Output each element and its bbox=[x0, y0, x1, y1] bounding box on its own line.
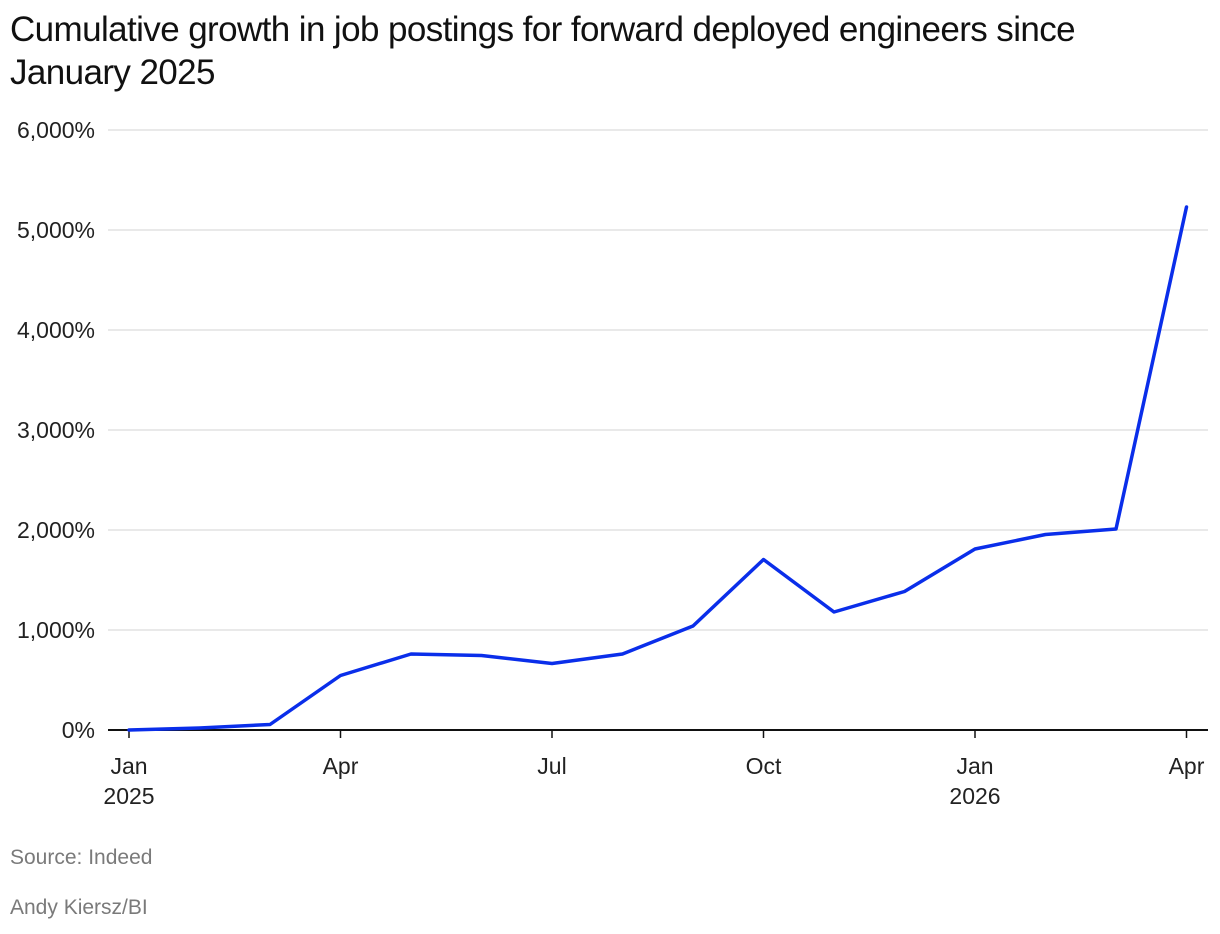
x-axis-ticks bbox=[128, 730, 1188, 738]
series-group bbox=[127, 205, 1189, 732]
source-note: Source: Indeed bbox=[10, 846, 153, 869]
y-tick-label: 4,000% bbox=[17, 317, 95, 343]
y-tick-label: 0% bbox=[62, 717, 95, 743]
y-tick-label: 1,000% bbox=[17, 617, 95, 643]
y-tick-label: 2,000% bbox=[17, 517, 95, 543]
x-tick-label: Oct bbox=[746, 753, 782, 779]
x-tick-label: Jan bbox=[956, 753, 993, 779]
x-axis-labels: Jan 2025 Apr Jul Oct Jan 2026 Apr bbox=[103, 753, 1204, 809]
series-line bbox=[127, 205, 1189, 732]
x-tick-label: Jan bbox=[110, 753, 147, 779]
gridlines bbox=[108, 129, 1208, 631]
chart-title: Cumulative growth in job postings for fo… bbox=[10, 10, 1076, 92]
y-tick-label: 5,000% bbox=[17, 217, 95, 243]
x-tick-label: Apr bbox=[1169, 753, 1205, 779]
author-credit: Andy Kiersz/BI bbox=[10, 896, 148, 919]
x-tick-year-label: 2025 bbox=[103, 783, 154, 809]
x-tick-label: Apr bbox=[323, 753, 359, 779]
y-tick-label: 6,000% bbox=[17, 117, 95, 143]
y-axis-labels: 0% 1,000% 2,000% 3,000% 4,000% 5,000% 6,000% bbox=[17, 117, 95, 743]
x-tick-label: Jul bbox=[537, 753, 566, 779]
y-tick-label: 3,000% bbox=[17, 417, 95, 443]
x-tick-year-label: 2026 bbox=[949, 783, 1000, 809]
